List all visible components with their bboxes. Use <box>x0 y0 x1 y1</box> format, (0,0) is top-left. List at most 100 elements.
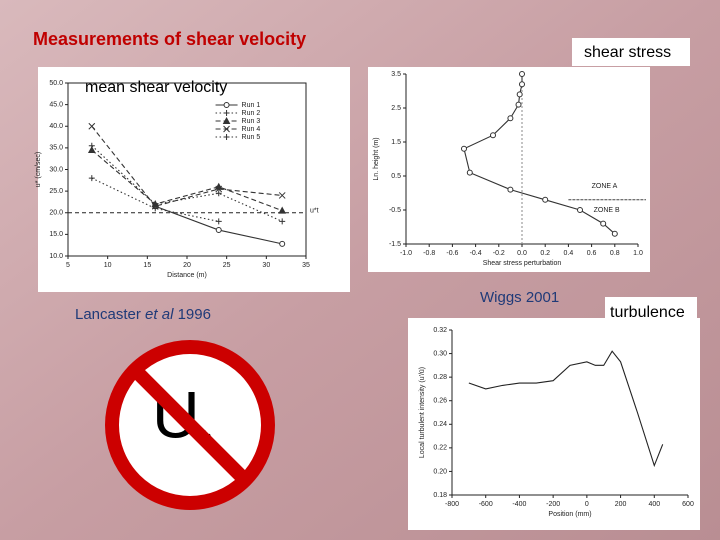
y-tick-label: 0.24 <box>433 421 447 428</box>
y-tick-label: 50.0 <box>49 80 63 87</box>
x-tick-label: 0.0 <box>517 250 527 257</box>
marker <box>215 185 223 193</box>
marker <box>516 91 523 98</box>
chart: -800 -600 -400 -200 0 200 400 600 0.18 0.20 0.22 0.… <box>408 318 700 530</box>
chart: 5 10 15 20 25 30 35 10.0 15.0 20.0 25.0 30.0 35.0 40.… <box>35 67 350 292</box>
x-tick-label: -200 <box>546 501 560 508</box>
y-tick-label: 10.0 <box>49 253 63 260</box>
y-tick-label: 0.28 <box>433 374 447 381</box>
y-tick-label: 0.26 <box>433 398 447 405</box>
y-tick-label: 1.5 <box>391 139 401 146</box>
x-tick-label: 0.8 <box>610 250 620 257</box>
legend-label: Run 2 <box>242 110 261 117</box>
x-tick-label: 30 <box>262 262 270 269</box>
y-tick-label: 45.0 <box>49 101 63 108</box>
legend-marker <box>223 134 230 140</box>
marker <box>611 230 618 237</box>
marker <box>215 190 222 197</box>
x-axis-label: Position (mm) <box>548 511 591 518</box>
x-tick-label: -0.2 <box>493 250 505 257</box>
x-tick-label: 0.2 <box>540 250 550 257</box>
citation-author: Lancaster <box>75 306 145 323</box>
legend-label: Run 4 <box>242 126 261 133</box>
x-axis-label: Distance (m) <box>167 272 207 279</box>
y-axis-label: Ln. height (m) <box>373 137 380 180</box>
slide-title: Measurements of shear velocity <box>33 29 306 49</box>
y-tick-label: 15.0 <box>49 231 63 238</box>
marker <box>278 206 287 214</box>
marker <box>87 145 96 154</box>
marker <box>507 186 514 193</box>
y-tick-label: 35.0 <box>49 145 63 152</box>
citation: Wiggs 2001 <box>480 289 559 306</box>
x-tick-label: -0.4 <box>470 250 482 257</box>
series-line <box>468 350 664 468</box>
x-tick-label: 1.0 <box>633 250 643 257</box>
marker <box>279 240 286 247</box>
x-tick-label: 5 <box>66 262 70 269</box>
legend-marker <box>223 110 230 116</box>
y-tick-label: 0.18 <box>433 492 447 499</box>
x-tick-label: 400 <box>648 501 660 508</box>
legend-marker <box>223 102 230 108</box>
marker <box>152 205 159 212</box>
zone-label: ZONE A <box>592 183 618 190</box>
marker <box>88 175 95 182</box>
y-axis-label: Local turbulent intensity (u'/ū) <box>419 367 426 458</box>
marker <box>278 192 286 199</box>
series-line <box>91 145 283 222</box>
threshold-label: u*t <box>310 208 319 215</box>
x-axis-label: Shear stress perturbation <box>483 260 562 267</box>
x-tick-label: 35 <box>302 262 310 269</box>
x-tick-label: 0.4 <box>564 250 574 257</box>
legend-marker <box>222 116 231 124</box>
legend-marker <box>223 125 230 133</box>
x-tick-label: -0.6 <box>446 250 458 257</box>
y-tick-label: 20.0 <box>49 210 63 217</box>
y-tick-label: 0.22 <box>433 445 447 452</box>
marker <box>519 71 525 77</box>
marker <box>279 218 286 225</box>
y-tick-label: 25.0 <box>49 188 63 195</box>
marker <box>515 101 522 108</box>
label: turbulence <box>610 304 685 321</box>
marker <box>519 81 525 88</box>
marker <box>577 207 583 213</box>
x-tick-label: 200 <box>615 501 627 508</box>
y-tick-label: -0.5 <box>389 207 401 214</box>
y-tick-label: 0.30 <box>433 350 447 357</box>
y-tick-label: 30.0 <box>49 166 63 173</box>
y-tick-label: 0.5 <box>391 173 401 180</box>
x-tick-label: 0 <box>585 501 589 508</box>
marker <box>507 115 514 122</box>
chart-background <box>38 67 350 292</box>
citation-year: 1996 <box>173 306 211 323</box>
x-tick-label: -0.8 <box>423 250 435 257</box>
x-tick-label: -600 <box>479 501 493 508</box>
marker <box>490 132 496 139</box>
marker <box>461 145 467 152</box>
y-tick-label: 0.20 <box>433 468 447 475</box>
x-tick-label: 10 <box>104 262 112 269</box>
x-tick-label: -1.0 <box>400 250 412 257</box>
marker <box>88 122 96 130</box>
chart: -1.0 -0.8 -0.6 -0.4 -0.2 0.0 0.2 0.4 0.6 0.8 1.0 -1… <box>368 67 650 272</box>
y-tick-label: -1.5 <box>389 241 401 248</box>
no-symbol: U * <box>105 340 275 510</box>
y-tick-label: 0.32 <box>433 327 447 334</box>
x-tick-label: 15 <box>143 262 151 269</box>
series-line <box>91 149 283 212</box>
legend-label: Run 5 <box>242 134 261 141</box>
y-tick-label: 3.5 <box>391 71 401 78</box>
x-tick-label: -800 <box>445 501 459 508</box>
zone-label: ZONE B <box>594 207 620 214</box>
marker <box>215 227 222 234</box>
x-tick-label: 20 <box>183 262 191 269</box>
label: mean shear velocity <box>85 79 227 96</box>
y-axis-label: u* (cm/sec) <box>35 152 42 187</box>
sign-bar <box>130 365 250 485</box>
x-tick-label: 0.6 <box>587 250 597 257</box>
marker <box>542 196 549 203</box>
x-tick-label: 25 <box>223 262 231 269</box>
